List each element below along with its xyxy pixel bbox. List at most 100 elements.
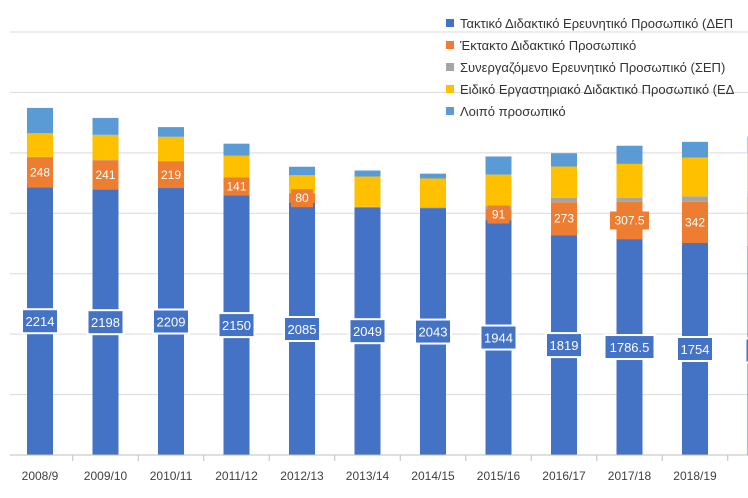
bar-segment bbox=[289, 175, 315, 193]
bar-segment bbox=[27, 156, 53, 158]
data-label-box bbox=[676, 336, 714, 363]
data-label: 2085 bbox=[288, 322, 317, 337]
data-label-box bbox=[610, 211, 649, 230]
data-label: 248 bbox=[30, 165, 50, 179]
x-tick-label: 2017/18 bbox=[608, 469, 652, 483]
data-label-box bbox=[682, 213, 708, 232]
data-label-box bbox=[86, 309, 125, 336]
chart-legend: Τακτικό Διδακτικό Ερευνητικό Προσωπικό (… bbox=[446, 12, 748, 122]
data-label-box bbox=[487, 205, 510, 224]
data-label: 2214 bbox=[26, 314, 55, 329]
data-label-box bbox=[152, 308, 190, 335]
data-label: 273 bbox=[554, 212, 574, 226]
bar-segment bbox=[92, 117, 119, 135]
bar-segment bbox=[616, 145, 643, 164]
legend-label-dep: Τακτικό Διδακτικό Ερευνητικό Προσωπικό (… bbox=[460, 15, 734, 31]
data-label-box bbox=[217, 312, 256, 339]
x-tick-label: 2018/19 bbox=[673, 469, 717, 483]
data-label-box bbox=[414, 318, 452, 345]
data-label: 219 bbox=[161, 168, 181, 182]
legend-label-edip: Ειδικό Εργαστηριακό Διδακτικό Προσωπικό … bbox=[460, 81, 735, 97]
data-label: 91 bbox=[492, 208, 506, 222]
x-tick-label: 2014/15 bbox=[411, 469, 455, 483]
bar-segment bbox=[420, 178, 446, 208]
legend-label-loipo: Λοιπό προσωπικό bbox=[460, 103, 566, 119]
x-tick-label: 2012/13 bbox=[280, 469, 324, 483]
legend-label-ektakto: Έκτακτο Διδακτικό Προσωπικό bbox=[460, 37, 637, 53]
bar-segment bbox=[354, 206, 381, 208]
x-tick-label: 2010/11 bbox=[150, 469, 193, 483]
bar-segment bbox=[158, 160, 184, 162]
x-tick-label: 2009/10 bbox=[84, 469, 128, 483]
bar-segment bbox=[485, 156, 512, 175]
bar-segment bbox=[92, 134, 119, 160]
data-label: 2209 bbox=[157, 315, 186, 330]
data-label: 342 bbox=[685, 215, 705, 229]
data-label-box bbox=[744, 337, 748, 364]
bar-segment bbox=[420, 207, 446, 209]
data-label: 80 bbox=[295, 191, 309, 205]
data-label-box bbox=[479, 324, 518, 351]
legend-item-edip: Ειδικό Εργαστηριακό Διδακτικό Προσωπικό … bbox=[446, 78, 748, 100]
data-label-box bbox=[21, 308, 59, 335]
data-label: 241 bbox=[95, 168, 115, 182]
data-label-box bbox=[224, 177, 249, 196]
legend-swatch-loipo bbox=[446, 107, 454, 115]
data-label-box bbox=[551, 209, 577, 228]
bar-segment bbox=[158, 127, 184, 137]
bar-segment bbox=[420, 173, 446, 179]
data-label-box bbox=[283, 316, 321, 343]
bar-segment bbox=[551, 166, 577, 198]
legend-item-sep: Συνεργαζόμενο Ερευνητικό Προσωπικό (ΣΕΠ) bbox=[446, 56, 748, 78]
data-label: 1754 bbox=[681, 342, 710, 357]
bar-segment bbox=[682, 141, 708, 158]
bar-segment bbox=[289, 166, 315, 176]
data-label-box bbox=[27, 163, 53, 182]
legend-swatch-dep bbox=[446, 19, 454, 27]
data-label: 2150 bbox=[222, 318, 251, 333]
legend-swatch-edip bbox=[446, 85, 454, 93]
data-label: 2043 bbox=[419, 325, 448, 340]
legend-item-loipo: Λοιπό προσωπικό bbox=[446, 100, 748, 122]
bar-segment bbox=[551, 197, 577, 203]
bar-segment bbox=[354, 176, 381, 207]
x-tick-label: 2015/16 bbox=[477, 469, 521, 483]
bar-segment bbox=[354, 170, 381, 177]
data-label: 307.5 bbox=[614, 214, 644, 228]
bar-segment bbox=[223, 143, 250, 156]
x-tick-label: 2013/14 bbox=[346, 469, 390, 483]
legend-swatch-sep bbox=[446, 63, 454, 71]
bar-segment bbox=[682, 157, 708, 197]
data-label: 1944 bbox=[484, 331, 513, 346]
x-tick-label: 2011/12 bbox=[215, 469, 258, 483]
label-layer: 2214 248 2198 241 2209 219 2150 141 2085 80 2049 20… bbox=[21, 163, 748, 364]
data-label-box bbox=[603, 334, 656, 361]
bar-segment bbox=[616, 197, 643, 202]
bar-segment bbox=[485, 174, 512, 207]
legend-label-sep: Συνεργαζόμενο Ερευνητικό Προσωπικό (ΣΕΠ) bbox=[460, 59, 726, 75]
bar-segment bbox=[551, 153, 577, 167]
data-label: 1819 bbox=[550, 338, 579, 353]
bar-layer bbox=[27, 107, 748, 456]
bar-segment bbox=[616, 163, 643, 198]
data-label-box bbox=[93, 165, 118, 184]
x-tick-label: 2008/9 bbox=[22, 469, 59, 483]
data-label: 2049 bbox=[353, 324, 382, 339]
data-label: 2198 bbox=[91, 315, 120, 330]
data-label-box bbox=[348, 318, 387, 345]
data-label-box bbox=[291, 189, 313, 208]
data-label-box bbox=[158, 165, 184, 184]
legend-item-ektakto: Έκτακτο Διδακτικό Προσωπικό bbox=[446, 34, 748, 56]
data-label: 1786.5 bbox=[610, 340, 650, 355]
axis-layer: 2008/9 2009/10 2010/11 2011/12 2012/13 2013/1… bbox=[10, 454, 748, 483]
data-label-box bbox=[545, 332, 583, 359]
bar-segment bbox=[27, 107, 53, 134]
bar-segment bbox=[682, 196, 708, 202]
x-tick-label: 2016/17 bbox=[542, 469, 586, 483]
bar-segment bbox=[158, 136, 184, 161]
bar-segment bbox=[223, 155, 250, 178]
data-label: 141 bbox=[226, 180, 246, 194]
bar-segment bbox=[27, 133, 53, 157]
